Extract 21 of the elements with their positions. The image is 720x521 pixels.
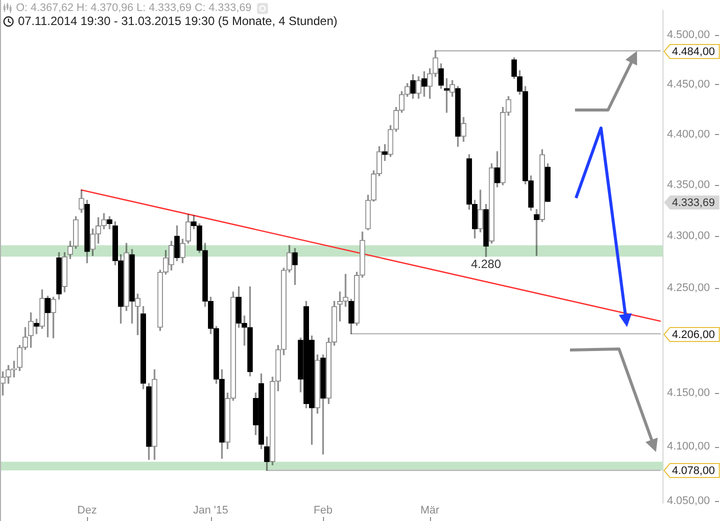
y-tick-label: 4.350,00	[667, 178, 710, 191]
y-tick-label: 4.150,00	[667, 387, 710, 400]
y-tick-label: 4.050,00	[667, 494, 710, 507]
candlestick	[34, 318, 40, 334]
y-tick-label: 4.400,00	[667, 128, 710, 140]
x-tick-label: Dez	[77, 504, 97, 517]
series-label: 4.078,00	[672, 465, 715, 478]
series-label: 4.484,00	[672, 46, 715, 58]
chart-subtitle: 07.11.2014 19:30 - 31.03.2015 19:30 (5 Monate, 4 Stunden)	[18, 14, 338, 28]
y-tick-label: 4.500,00	[667, 29, 710, 42]
y-tick-label: 4.100,00	[667, 440, 710, 453]
band-label: 4.280	[470, 256, 502, 271]
y-tick-label: 4.250,00	[667, 282, 710, 294]
y-tick-label: 4.300,00	[667, 230, 710, 242]
text: 4.333,69	[672, 197, 715, 210]
x-tick-label: Jan '15	[193, 504, 228, 517]
series-label: 4.206,00	[672, 329, 715, 342]
chart-title: O: 4.367,62 H: 4.370,96 L: 4.333,69 C: 4.333,69	[16, 2, 252, 14]
x-tick-label: Mär	[420, 504, 440, 517]
x-tick-label: Feb	[314, 504, 333, 517]
y-tick-label: 4.450,00	[667, 78, 710, 91]
